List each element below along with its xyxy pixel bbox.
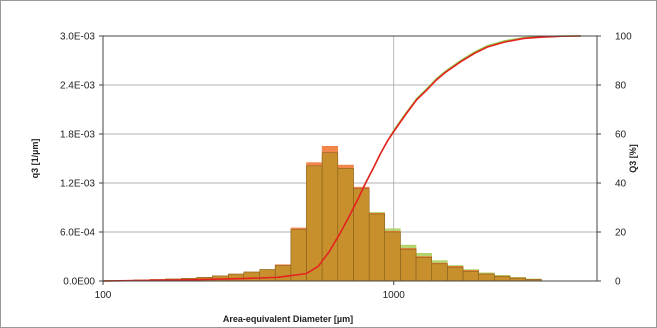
histogram-bar [337,168,354,282]
y-right-tick-label: 0 [615,277,621,288]
histogram-bar [321,152,339,282]
histogram-bar [274,265,292,282]
y-left-tick-label: 3.0E-03 [60,32,95,43]
y-left-tick-label: 1.8E-03 [60,130,95,141]
histogram-bar [462,270,479,282]
histogram-bar [494,276,511,282]
histogram-bar [384,231,401,282]
y-right-tick-label: 20 [615,228,627,239]
y-left-tick-label: 0.0E00 [63,277,95,288]
cumulative-line [102,35,581,282]
y-right-tick-label: 100 [615,32,632,43]
histogram-bar [478,273,495,282]
x-tick-label: 1000 [383,290,406,301]
histogram-bar [368,213,385,282]
histogram-bar [400,248,417,282]
lines-layer [102,35,581,282]
y-axis-right-label: Q3 [%] [628,144,638,173]
y-left-tick-label: 2.4E-03 [60,81,95,92]
y-left-tick-label: 1.2E-03 [60,179,95,190]
y-right-tick-label: 80 [615,81,627,92]
x-tick-label: 100 [95,290,112,301]
y-axis-left-label: q3 [1/µm] [30,139,40,179]
y-right-tick-label: 40 [615,179,627,190]
y-left-tick-label: 6.0E-04 [60,228,95,239]
x-axis-label: Area-equivalent Diameter [µm] [223,314,353,324]
histogram-bar [447,266,464,282]
histogram-bar [415,257,433,282]
histogram-bar [259,269,276,282]
y-right-tick-label: 60 [615,130,627,141]
histogram-bar [431,263,448,282]
ticks-layer: 0.0E00 6.0E-04 1.2E-03 1.8E-03 2.4E-03 3.0E-0… [60,32,632,302]
plot-frame [102,35,598,282]
histogram-bar [243,271,260,282]
histogram-bar [228,273,245,282]
